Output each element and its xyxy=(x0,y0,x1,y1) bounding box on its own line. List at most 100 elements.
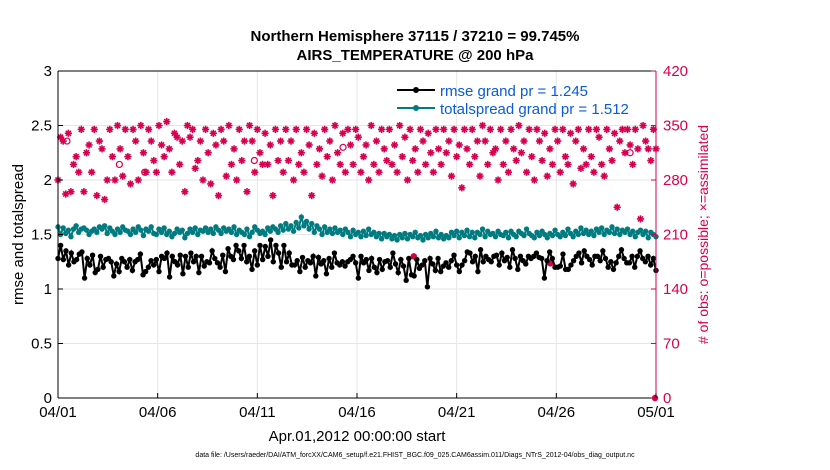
y-left-tick-label: 3 xyxy=(44,63,52,80)
obs-possible-marker xyxy=(626,149,634,157)
rmse-series-point xyxy=(331,250,338,256)
spread-series-point xyxy=(73,223,79,229)
obs-count-marker xyxy=(315,145,324,153)
obs-count-marker xyxy=(411,145,419,153)
x-tick-label: 04/26 xyxy=(538,404,576,421)
rmse-series-point xyxy=(291,262,298,268)
obs-count-marker xyxy=(339,129,347,137)
obs-count-marker xyxy=(556,168,564,176)
rmse-series-point xyxy=(629,253,635,259)
rmse-series-point xyxy=(246,253,253,259)
obs-count-marker xyxy=(393,168,401,176)
obs-count-marker xyxy=(313,160,321,169)
rmse-series-point xyxy=(329,264,335,270)
rmse-series-point xyxy=(632,264,638,270)
rmse-series-point xyxy=(100,264,106,270)
rmse-series-point xyxy=(610,266,617,273)
rmse-series-point xyxy=(302,264,308,270)
obs-count-marker xyxy=(266,141,274,149)
rmse-series-point xyxy=(217,264,223,270)
rmse-series-point xyxy=(262,243,269,250)
obs-count-marker xyxy=(233,176,241,184)
spread-series-point xyxy=(591,232,597,239)
x-tick-label: 05/01 xyxy=(637,404,675,421)
obs-count-marker xyxy=(145,125,153,133)
spread-series-point xyxy=(521,232,527,239)
spread-series-point xyxy=(337,227,343,233)
obs-count-marker xyxy=(201,125,210,133)
rmse-series-point xyxy=(568,262,574,268)
obs-count-marker xyxy=(365,176,373,184)
y-right-tick-label: 420 xyxy=(663,63,688,80)
obs-count-marker xyxy=(579,145,588,153)
obs-count-marker xyxy=(390,141,399,149)
obs-count-marker xyxy=(507,125,515,133)
rmse-series-point xyxy=(281,242,287,249)
obs-count-marker xyxy=(375,168,383,176)
obs-count-marker xyxy=(510,145,518,153)
y-right-tick-label: 350 xyxy=(663,118,688,135)
rmse-series-point xyxy=(427,255,433,262)
obs-count-marker xyxy=(504,168,513,176)
y-left-axis-label: rmse and totalspread xyxy=(10,164,27,305)
obs-count-marker xyxy=(139,149,148,157)
rmse-series-point xyxy=(196,269,202,276)
rmse-series-point xyxy=(254,262,261,268)
obs-count-marker xyxy=(559,125,567,133)
obs-count-marker xyxy=(450,125,458,133)
spread-series-point xyxy=(340,231,346,238)
obs-count-marker xyxy=(631,125,639,133)
obs-count-marker xyxy=(287,137,295,145)
rmse-series-point xyxy=(315,254,322,261)
rmse-series-point xyxy=(395,269,401,276)
spread-series-point xyxy=(482,233,488,240)
x-tick-label: 04/11 xyxy=(239,404,275,421)
spread-series-point xyxy=(145,228,152,234)
rmse-series-point xyxy=(350,253,356,259)
rmse-series-point xyxy=(323,271,330,277)
y-left-tick-label: 1 xyxy=(44,281,52,298)
rmse-series-point xyxy=(515,266,521,273)
rmse-series-point xyxy=(400,263,407,269)
rmse-series-point xyxy=(422,257,428,264)
spread-series-point xyxy=(83,227,90,233)
obs-count-marker xyxy=(261,129,269,137)
obs-count-marker xyxy=(432,125,440,133)
rmse-series-point xyxy=(586,256,593,263)
obs-count-marker xyxy=(240,137,248,145)
obs-count-marker xyxy=(119,172,127,180)
obs-count-marker xyxy=(344,125,352,133)
obs-count-marker xyxy=(220,137,228,145)
obs-count-marker xyxy=(191,164,199,172)
spread-series-point xyxy=(642,228,649,234)
spread-series-point xyxy=(371,229,377,236)
obs-count-marker xyxy=(333,149,342,157)
rmse-series-point xyxy=(270,259,276,265)
obs-count-marker xyxy=(489,149,497,157)
rmse-series-point xyxy=(565,266,571,273)
obs-count-marker xyxy=(352,125,360,133)
obs-count-marker xyxy=(566,129,575,137)
obs-possible-marker xyxy=(141,168,149,176)
rmse-series-point xyxy=(539,255,545,262)
obs-count-marker xyxy=(271,125,280,133)
rmse-series-point xyxy=(283,259,290,265)
rmse-series-point xyxy=(456,268,463,275)
spread-series-point xyxy=(609,224,615,230)
obs-count-marker xyxy=(295,160,303,169)
obs-count-marker xyxy=(134,176,142,184)
rmse-series-point xyxy=(504,254,510,261)
y-left-tick-label: 2.5 xyxy=(31,118,52,135)
obs-count-marker xyxy=(543,172,551,180)
rmse-series-point xyxy=(222,268,229,275)
rmse-series-point xyxy=(177,252,183,258)
rmse-series-point xyxy=(161,255,168,262)
spread-series-point xyxy=(358,233,364,240)
obs-count-marker xyxy=(639,121,647,130)
obs-count-marker xyxy=(533,125,541,133)
obs-count-marker xyxy=(406,125,414,133)
rmse-series-point xyxy=(275,250,282,256)
obs-count-marker xyxy=(598,160,606,169)
spread-series-point xyxy=(549,232,556,239)
